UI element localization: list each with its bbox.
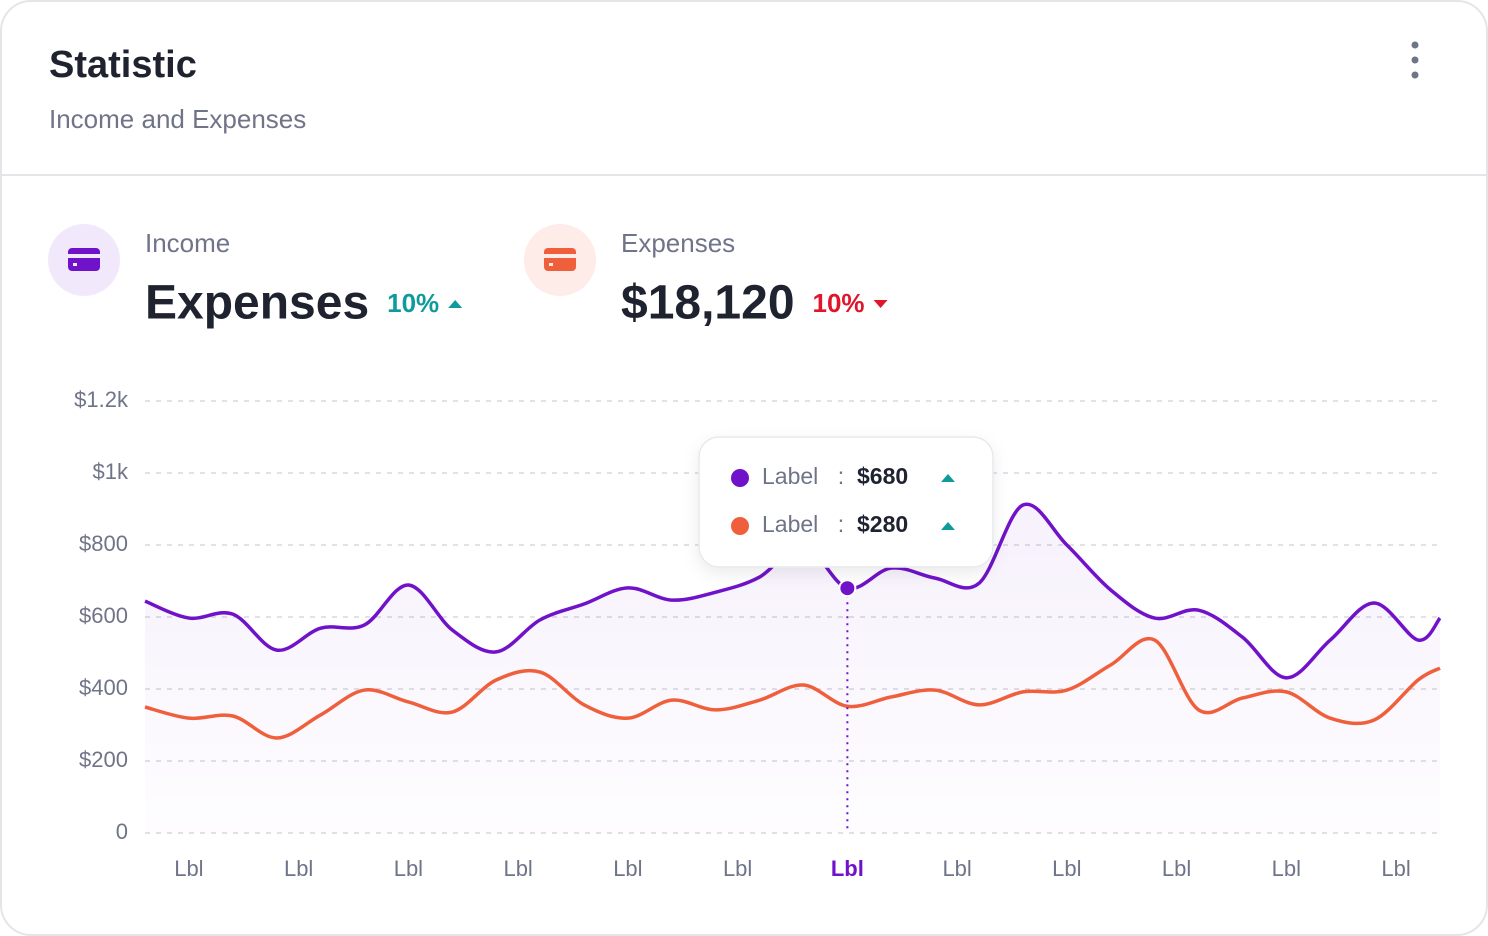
trend-up-icon: [941, 474, 955, 482]
x-tick-label: Lbl: [831, 856, 864, 881]
tooltip-label: Label: [762, 463, 818, 489]
x-tick-label: Lbl: [1052, 856, 1081, 881]
tooltip-dot: [731, 517, 749, 535]
y-tick-label: $1.2k: [74, 387, 129, 412]
trend-up-icon: [941, 522, 955, 530]
stat-value: Expenses: [145, 277, 369, 330]
x-tick-label: Lbl: [613, 856, 642, 881]
x-tick-label: Lbl: [284, 856, 313, 881]
stat-label: Income: [145, 228, 230, 258]
tooltip-dot: [731, 469, 749, 487]
card-icon-chip: [549, 263, 553, 266]
plot: $1.2k $1k $800 $600 $400 $200 0 Lbl Lbl Lbl Lbl Lbl…: [74, 387, 1442, 881]
y-tick-label: 0: [116, 819, 128, 844]
x-tick-label: Lbl: [503, 856, 532, 881]
hover-point: [838, 579, 857, 598]
trend-down-icon: [873, 300, 888, 308]
y-tick-label: $200: [79, 747, 128, 772]
card-icon-stripe: [544, 254, 576, 258]
line: [144, 636, 1441, 740]
stat-change: 10%: [387, 288, 439, 318]
x-tick-label: Lbl: [174, 856, 203, 881]
card-icon: [544, 248, 576, 271]
y-tick-label: $1k: [93, 459, 129, 484]
x-tick-label: Lbl: [942, 856, 971, 881]
card-icon: [68, 248, 100, 271]
y-tick-label: $400: [79, 675, 128, 700]
tooltip: Label: $680 Label: $280: [698, 436, 994, 568]
card-icon-stripe: [68, 254, 100, 258]
area: [145, 504, 1440, 833]
x-tick-label: Lbl: [1272, 856, 1301, 881]
tooltip-label: Label: [762, 511, 818, 537]
card-icon-chip: [73, 263, 77, 266]
y-tick-label: $800: [79, 531, 128, 556]
x-tick-label: Lbl: [723, 856, 752, 881]
stat-change: 10%: [813, 288, 865, 318]
card-subtitle: Income and Expenses: [49, 104, 306, 134]
more-menu[interactable]: [1411, 41, 1419, 79]
tooltip-separator: :: [838, 463, 844, 489]
x-tick-label: Lbl: [394, 856, 423, 881]
tooltip-separator: :: [838, 511, 844, 537]
y-tick-label: $600: [79, 603, 128, 628]
card-title: Statistic: [49, 44, 197, 86]
x-tick-label: Lbl: [1162, 856, 1191, 881]
stat-value: $18,120: [621, 277, 795, 330]
tooltip-box: [698, 436, 994, 568]
x-tick-label: Lbl: [1381, 856, 1410, 881]
stat-label: Expenses: [621, 228, 735, 258]
tooltip-value: $280: [857, 511, 908, 537]
trend-up-icon: [448, 300, 463, 308]
tooltip-value: $680: [857, 463, 908, 489]
